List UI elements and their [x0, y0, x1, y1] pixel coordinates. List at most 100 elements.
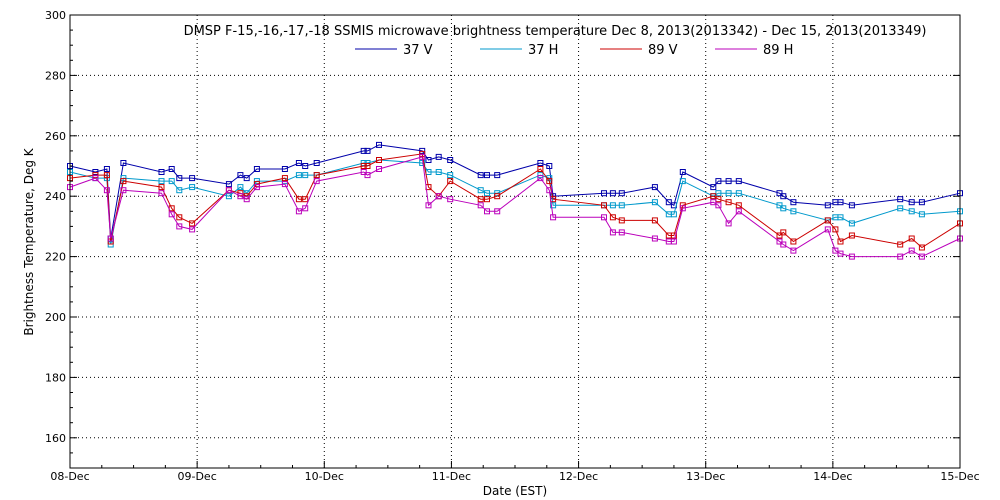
legend-item: 37 V: [355, 43, 433, 58]
data-point: [537, 166, 544, 172]
data-point: [447, 196, 454, 203]
data-point: [364, 172, 371, 179]
data-point: [790, 199, 797, 206]
data-point: [780, 229, 787, 236]
data-point: [281, 175, 288, 182]
y-axis-title: Brightness Temperature, Deg K: [22, 147, 36, 335]
data-point: [176, 187, 183, 194]
data-point: [313, 160, 320, 166]
data-point: [837, 238, 844, 245]
data-point: [679, 178, 686, 185]
data-point: [189, 226, 196, 233]
data-point: [651, 217, 658, 224]
x-axis: 08-Dec 09-Dec 10-Dec 11-Dec 12-Dec 13-Dec 14-D…: [50, 461, 980, 483]
data-point: [484, 190, 490, 197]
data-point: [537, 175, 544, 182]
x-tick-label: 08-Dec: [50, 470, 89, 483]
data-point: [302, 163, 309, 169]
data-point: [360, 169, 367, 175]
y-tick-label: 200: [45, 311, 66, 324]
legend-item: 89 H: [715, 43, 793, 58]
data-point: [435, 193, 442, 200]
data-point: [484, 172, 490, 179]
data-point: [918, 199, 925, 206]
x-tick-label: 09-Dec: [178, 470, 217, 483]
data-point: [908, 199, 915, 206]
data-point: [832, 226, 839, 233]
y-tick-label: 240: [45, 190, 66, 203]
data-point: [302, 172, 309, 179]
data-point: [679, 169, 686, 175]
y-tick-label: 220: [45, 251, 66, 264]
data-point: [897, 205, 904, 212]
data-point: [715, 202, 722, 209]
data-point: [601, 214, 607, 221]
y-tick-label: 280: [45, 69, 66, 82]
x-axis-title: Date (EST): [483, 484, 547, 498]
x-tick-label: 14-Dec: [813, 470, 852, 483]
data-point: [447, 178, 454, 185]
data-point: [103, 166, 110, 172]
data-point: [651, 184, 658, 191]
data-point: [477, 196, 484, 203]
data-point: [710, 199, 717, 206]
data-point: [494, 193, 501, 200]
series-line: [69, 153, 961, 249]
data-point: [477, 187, 484, 194]
series-line: [69, 156, 961, 258]
y-tick-label: 160: [45, 432, 66, 445]
data-point: [897, 253, 904, 260]
data-point: [918, 244, 925, 251]
data-point: [790, 208, 797, 215]
data-point: [302, 196, 309, 203]
data-point: [494, 172, 501, 179]
data-point: [168, 211, 175, 218]
legend-item: 37 H: [480, 43, 558, 58]
data-point: [537, 160, 544, 166]
data-point: [295, 196, 302, 203]
series-line: [69, 159, 961, 245]
data-point: [176, 175, 183, 182]
data-point: [848, 253, 855, 260]
data-point: [253, 184, 260, 191]
data-point: [477, 202, 484, 209]
data-point: [618, 190, 625, 197]
data-point: [376, 141, 382, 148]
data-point: [364, 163, 371, 169]
data-point: [435, 169, 442, 175]
data-point: [735, 208, 742, 215]
data-point: [243, 196, 250, 203]
data-point: [918, 211, 925, 218]
data-point: [790, 238, 797, 245]
data-point: [546, 187, 553, 194]
data-point: [897, 196, 904, 203]
data-point: [302, 205, 309, 212]
data-point: [435, 153, 442, 160]
data-point: [908, 247, 915, 254]
data-point: [253, 166, 260, 172]
data-point: [237, 184, 244, 191]
data-point: [908, 235, 915, 242]
data-point: [158, 190, 165, 197]
data-point: [670, 211, 677, 218]
data-point: [651, 235, 658, 242]
data-point: [295, 208, 302, 215]
data-point: [848, 220, 855, 227]
data-point: [670, 232, 677, 239]
data-point: [609, 202, 616, 209]
data-point: [790, 247, 797, 254]
x-tick-label: 12-Dec: [559, 470, 598, 483]
data-point: [837, 199, 844, 206]
data-point: [824, 202, 831, 209]
data-point: [618, 202, 625, 209]
data-point: [189, 220, 196, 227]
data-point: [189, 184, 196, 191]
data-point: [225, 193, 232, 200]
data-point: [281, 166, 288, 172]
data-point: [92, 175, 99, 182]
y-tick-label: 260: [45, 130, 66, 143]
data-point: [679, 205, 686, 212]
data-point: [651, 199, 658, 206]
data-point: [735, 190, 742, 197]
